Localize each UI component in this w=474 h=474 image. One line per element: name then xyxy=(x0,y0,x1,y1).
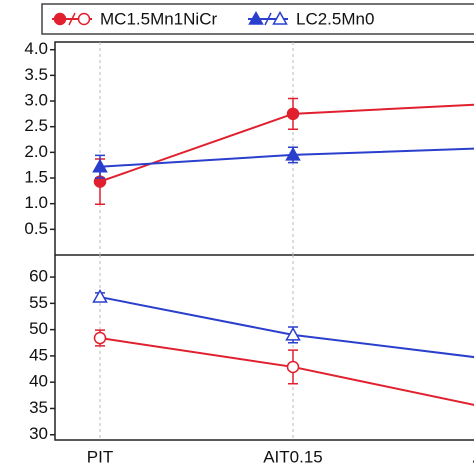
plot-frame xyxy=(54,41,474,441)
series-line xyxy=(99,296,474,359)
y-tick-label: 3.5 xyxy=(24,65,48,84)
x-tick-label: AIT xyxy=(473,447,474,466)
marker xyxy=(248,10,264,25)
legend-slash xyxy=(264,12,272,26)
y-tick-label: 1.5 xyxy=(24,167,48,186)
y-tick-label: 45 xyxy=(29,345,48,364)
y-tick-label: 2.0 xyxy=(24,142,48,161)
series-line xyxy=(99,103,474,183)
x-tick-label: AIT0.15 xyxy=(263,447,323,466)
marker xyxy=(92,158,108,173)
y-tick-label: 2.5 xyxy=(24,116,48,135)
marker xyxy=(93,331,107,345)
series-line xyxy=(99,147,474,168)
legend-label: LC2.5Mn0 xyxy=(296,9,374,28)
marker xyxy=(286,360,300,374)
y-tick-label: 3.0 xyxy=(24,91,48,110)
y-tick-label: 30 xyxy=(29,424,48,443)
series-line xyxy=(99,337,474,406)
marker xyxy=(285,326,301,341)
marker xyxy=(92,289,108,303)
y-tick-label: 55 xyxy=(29,293,48,312)
marker xyxy=(77,12,91,26)
x-tick-label: PIT xyxy=(87,447,113,466)
legend-label: MC1.5Mn1NiCr xyxy=(100,9,217,28)
marker xyxy=(272,10,288,25)
y-tick-label: 50 xyxy=(29,319,48,338)
marker xyxy=(53,12,67,26)
y-tick-label: 1.0 xyxy=(24,193,48,212)
y-tick-label: 35 xyxy=(29,398,48,417)
y-tick-label: 0.5 xyxy=(24,219,48,238)
legend-box xyxy=(41,3,474,35)
marker xyxy=(285,146,301,161)
y-tick-label: 40 xyxy=(29,372,48,391)
y-tick-label: 4.0 xyxy=(24,39,48,58)
legend-slash xyxy=(68,12,76,26)
marker xyxy=(286,107,300,121)
y-tick-label: 60 xyxy=(29,267,48,286)
